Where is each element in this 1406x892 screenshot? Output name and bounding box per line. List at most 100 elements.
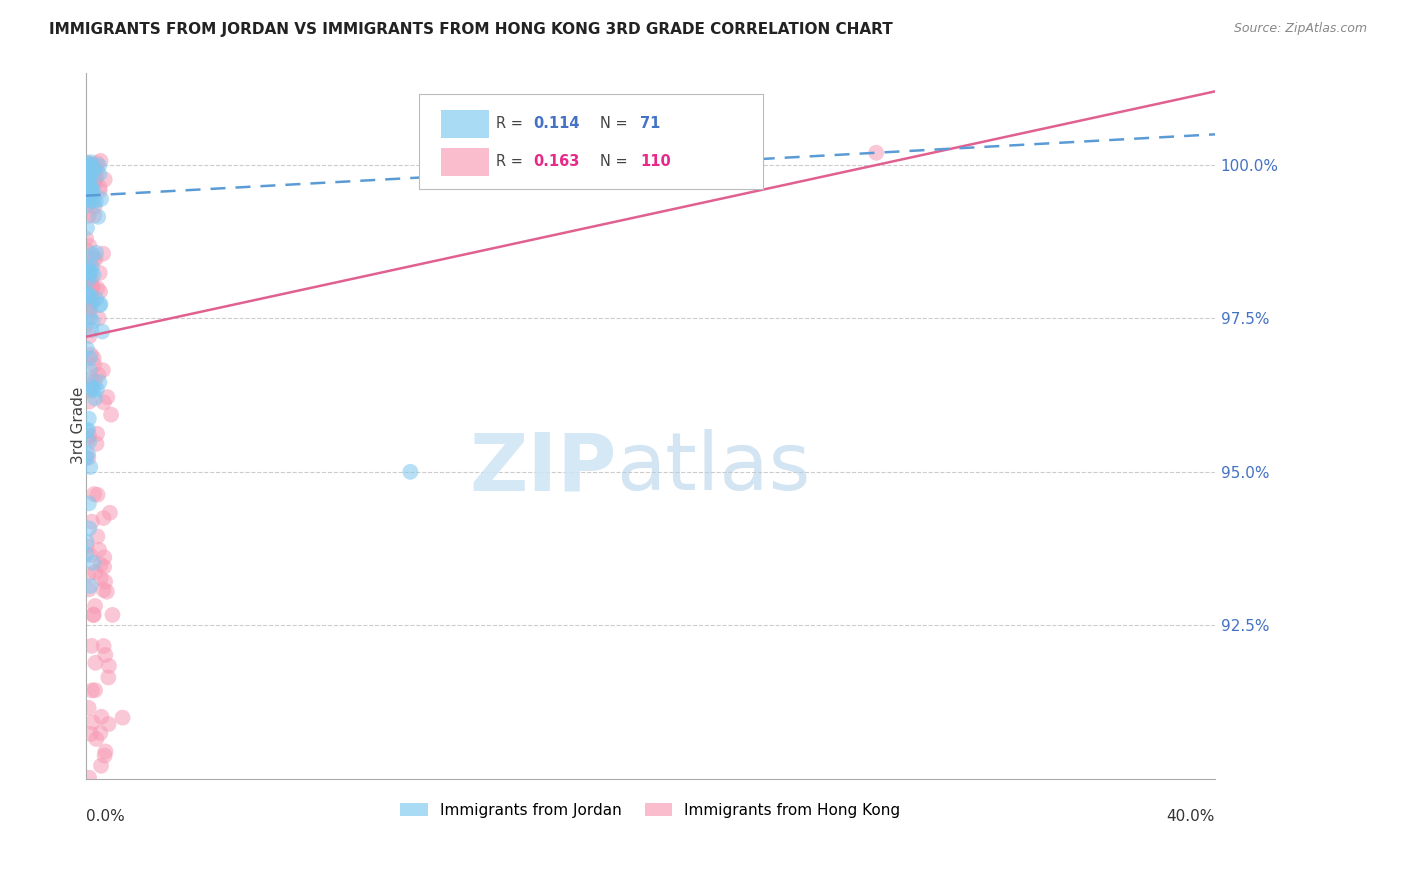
Point <box>89 375 111 389</box>
Point <box>82 314 104 328</box>
Point <box>91 363 114 377</box>
Point <box>75 318 97 333</box>
Point <box>80 348 103 362</box>
Point <box>77 450 100 465</box>
Point <box>93 550 115 565</box>
Point <box>79 185 101 199</box>
Text: N =: N = <box>599 153 631 169</box>
Point <box>79 170 101 185</box>
Point <box>82 181 104 195</box>
Text: Source: ZipAtlas.com: Source: ZipAtlas.com <box>1233 22 1367 36</box>
Point <box>100 408 122 422</box>
Point <box>93 559 115 574</box>
Point <box>79 301 101 316</box>
Point <box>97 717 120 731</box>
Point <box>76 424 98 438</box>
Point <box>80 260 103 274</box>
Point <box>93 748 115 763</box>
Point <box>80 194 103 208</box>
Point <box>83 159 105 173</box>
Point <box>77 272 100 286</box>
Point <box>84 599 107 613</box>
Point <box>75 450 97 465</box>
Point <box>77 168 100 182</box>
Point <box>77 521 100 535</box>
Point <box>111 711 134 725</box>
Point <box>89 184 111 198</box>
Point <box>77 190 100 204</box>
Point <box>90 558 112 572</box>
Point <box>76 199 98 213</box>
Point <box>89 726 111 740</box>
Point <box>79 161 101 175</box>
Point <box>83 161 105 175</box>
Point <box>79 264 101 278</box>
Point <box>79 285 101 300</box>
Text: 110: 110 <box>640 153 671 169</box>
Point <box>82 280 104 294</box>
Point <box>82 556 104 570</box>
Point <box>77 178 100 192</box>
Point <box>76 185 98 199</box>
Point <box>87 311 110 326</box>
Point <box>80 157 103 171</box>
Point <box>83 358 105 372</box>
Point <box>89 298 111 312</box>
Point <box>94 744 117 758</box>
Point <box>399 465 422 479</box>
FancyBboxPatch shape <box>441 148 489 177</box>
Point <box>75 173 97 187</box>
Point <box>83 351 105 365</box>
Text: 40.0%: 40.0% <box>1167 809 1215 824</box>
Point <box>89 297 111 311</box>
FancyBboxPatch shape <box>441 110 489 138</box>
Point <box>84 292 107 306</box>
Point <box>80 639 103 653</box>
Point <box>86 426 108 441</box>
Point <box>83 608 105 623</box>
Point <box>89 266 111 280</box>
Point <box>77 434 100 449</box>
Point <box>93 511 115 525</box>
Point <box>83 174 105 188</box>
Text: 71: 71 <box>640 116 661 131</box>
Point <box>77 496 100 510</box>
Text: N =: N = <box>599 116 631 131</box>
Point <box>77 300 100 314</box>
Point <box>79 378 101 392</box>
Point <box>84 683 107 698</box>
Point <box>89 153 111 168</box>
Point <box>76 157 98 171</box>
Point <box>91 325 114 339</box>
Point <box>84 245 107 260</box>
Point <box>76 540 98 554</box>
Point <box>86 163 108 178</box>
Point <box>79 579 101 593</box>
Point <box>77 209 100 223</box>
Point <box>76 155 98 169</box>
Point <box>93 395 115 409</box>
Point <box>83 252 105 266</box>
Point <box>79 548 101 562</box>
Point <box>77 266 100 280</box>
Point <box>82 715 104 730</box>
Point <box>86 529 108 543</box>
Point <box>87 368 110 382</box>
Point <box>77 160 100 174</box>
Point <box>86 436 108 450</box>
Point <box>94 648 117 662</box>
Point <box>865 145 887 160</box>
Point <box>77 423 100 437</box>
Point <box>96 390 118 404</box>
Point <box>87 210 110 224</box>
Point <box>84 392 107 406</box>
Text: 0.114: 0.114 <box>533 116 579 131</box>
Point <box>84 252 107 266</box>
Point <box>77 411 100 425</box>
Point <box>79 304 101 318</box>
Point <box>79 383 101 397</box>
Point <box>75 547 97 561</box>
Point <box>80 381 103 395</box>
Point <box>77 446 100 460</box>
Point <box>77 264 100 278</box>
